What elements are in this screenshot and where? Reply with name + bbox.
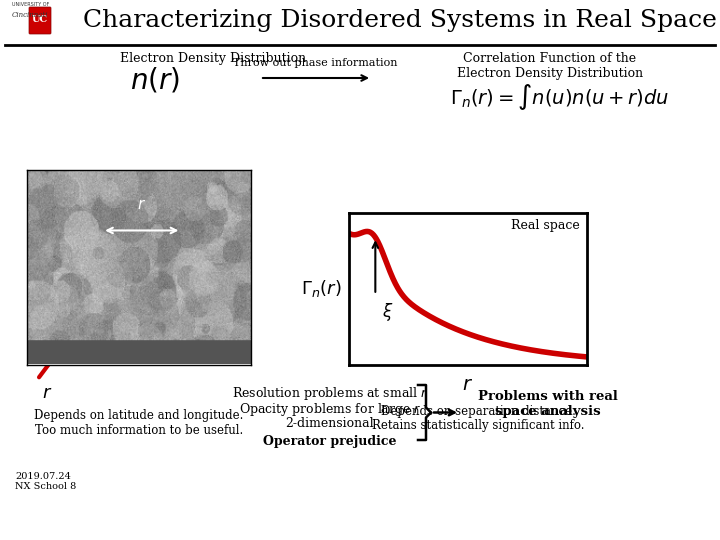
- Text: $\xi$: $\xi$: [382, 301, 394, 323]
- Text: $\Gamma_n(r)$: $\Gamma_n(r)$: [301, 279, 341, 299]
- Text: Electron Density Distribution: Electron Density Distribution: [120, 52, 306, 65]
- Text: $n(r)$: $n(r)$: [130, 66, 180, 95]
- Text: Throw out phase information: Throw out phase information: [233, 58, 397, 68]
- Text: Correlation Function of the
Electron Density Distribution: Correlation Function of the Electron Den…: [457, 52, 643, 80]
- Text: Depends on separation distance.
Retains statistically significant info.: Depends on separation distance. Retains …: [372, 404, 584, 433]
- Text: Opacity problems for large $r$: Opacity problems for large $r$: [239, 401, 421, 418]
- Text: Operator prejudice: Operator prejudice: [264, 435, 397, 448]
- Text: $r$: $r$: [462, 376, 474, 395]
- Text: 2-dimensional: 2-dimensional: [286, 417, 374, 430]
- Text: UNIVERSITY OF: UNIVERSITY OF: [12, 2, 49, 7]
- Text: Depends on latitude and longitude.
Too much information to be useful.: Depends on latitude and longitude. Too m…: [35, 409, 243, 437]
- FancyBboxPatch shape: [29, 7, 51, 34]
- Text: Real space: Real space: [511, 219, 580, 232]
- Text: Resolution problems at small $r$: Resolution problems at small $r$: [232, 385, 428, 402]
- Text: $r$: $r$: [42, 384, 53, 402]
- Text: Characterizing Disordered Systems in Real Space: Characterizing Disordered Systems in Rea…: [83, 10, 717, 32]
- Text: Cincinnati: Cincinnati: [12, 11, 48, 19]
- Text: $\Gamma_n(r) = \int n(u)n(u+r)du$: $\Gamma_n(r) = \int n(u)n(u+r)du$: [450, 82, 670, 112]
- Text: 2019.07.24
NX School 8: 2019.07.24 NX School 8: [15, 472, 76, 491]
- Text: $r$: $r$: [137, 197, 146, 212]
- Text: UC: UC: [32, 16, 48, 24]
- Text: Problems with real
space analysis: Problems with real space analysis: [478, 390, 618, 418]
